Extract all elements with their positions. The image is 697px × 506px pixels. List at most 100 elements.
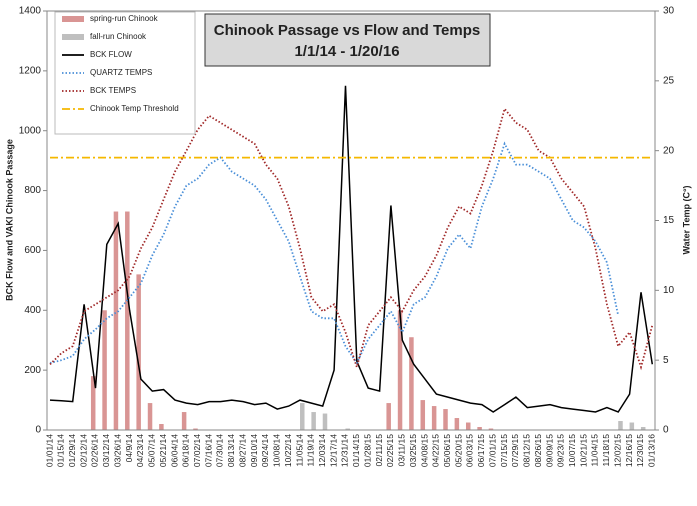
x-tick-label: 04/9/14 bbox=[124, 434, 134, 463]
y-tick-label: 800 bbox=[24, 185, 41, 196]
chart-subtitle: 1/1/14 - 1/20/16 bbox=[294, 43, 399, 60]
x-tick-label: 03/11/15 bbox=[397, 434, 407, 467]
line-series bbox=[49, 85, 654, 413]
x-tick-label: 01/28/15 bbox=[362, 434, 372, 467]
legend bbox=[54, 11, 196, 135]
x-tick-label: 10/22/14 bbox=[283, 434, 293, 467]
x-tick-label: 06/03/15 bbox=[465, 434, 475, 467]
x-tick-label: 12/31/14 bbox=[340, 434, 350, 467]
y-tick-label: 600 bbox=[24, 245, 41, 256]
legend-swatch bbox=[62, 16, 84, 22]
x-tick-label: 05/20/15 bbox=[453, 434, 463, 467]
bar bbox=[629, 422, 635, 430]
x-tick-label: 10/21/15 bbox=[578, 434, 588, 467]
x-tick-label: 05/07/14 bbox=[147, 434, 157, 467]
bar bbox=[181, 412, 187, 430]
line-series bbox=[49, 141, 620, 365]
bar bbox=[300, 403, 305, 430]
lines bbox=[49, 85, 654, 413]
x-tick-label: 07/30/14 bbox=[215, 434, 225, 467]
x-tick-label: 08/27/14 bbox=[237, 434, 247, 467]
x-tick-label: 10/08/14 bbox=[272, 434, 282, 467]
x-tick-label: 10/07/15 bbox=[567, 434, 577, 467]
x-tick-label: 08/13/14 bbox=[226, 434, 236, 467]
bar bbox=[125, 211, 130, 430]
bar bbox=[322, 413, 328, 430]
y-axis-title: BCK Flow and VAKI Chinook Passage bbox=[4, 139, 14, 301]
y-tick-label: 1200 bbox=[19, 65, 42, 76]
bar bbox=[136, 274, 141, 430]
y-tick-label: 1000 bbox=[19, 125, 42, 136]
bar bbox=[113, 211, 119, 430]
bar bbox=[409, 337, 414, 430]
legend-label: BCK FLOW bbox=[90, 50, 132, 59]
bar bbox=[147, 403, 153, 430]
x-tick-label: 11/04/15 bbox=[590, 434, 600, 467]
x-tick-label: 12/03/14 bbox=[317, 434, 327, 467]
title-box bbox=[204, 13, 491, 67]
line-series bbox=[49, 106, 654, 371]
x-tick-label: 03/12/14 bbox=[101, 434, 111, 467]
x-tick-label: 02/26/14 bbox=[90, 434, 100, 467]
bars bbox=[90, 211, 646, 430]
y-tick-label: 400 bbox=[24, 305, 41, 316]
x-tick-label: 05/21/14 bbox=[158, 434, 168, 467]
y2-tick-label: 15 bbox=[663, 215, 675, 226]
x-tick-label: 09/23/15 bbox=[556, 434, 566, 467]
x-tick-label: 04/08/15 bbox=[419, 434, 429, 467]
x-tick-label: 11/18/15 bbox=[601, 434, 611, 467]
x-tick-label: 06/18/14 bbox=[181, 434, 191, 467]
bar bbox=[311, 412, 316, 430]
legend-swatch bbox=[62, 34, 84, 40]
x-tick-label: 04/23/14 bbox=[135, 434, 145, 467]
y-tick-label: 1400 bbox=[19, 6, 42, 17]
x-tick-label: 12/16/15 bbox=[624, 434, 634, 467]
legend-label: QUARTZ TEMPS bbox=[90, 68, 152, 77]
x-tick-label: 01/29/14 bbox=[67, 434, 77, 467]
x-tick-label: 09/24/14 bbox=[260, 434, 270, 467]
y2-axis-title: Water Temp (C°) bbox=[681, 185, 691, 254]
legend-label: spring-run Chinook bbox=[90, 14, 159, 23]
x-tick-label: 07/15/15 bbox=[499, 434, 509, 467]
x-tick-label: 07/29/15 bbox=[510, 434, 520, 467]
x-tick-label: 12/02/15 bbox=[612, 434, 622, 467]
x-tick-label: 03/26/14 bbox=[112, 434, 122, 467]
y2-tick-label: 5 bbox=[663, 355, 669, 366]
bar bbox=[443, 409, 448, 430]
bar bbox=[465, 422, 471, 430]
bar bbox=[90, 376, 96, 430]
x-tick-label: 09/09/15 bbox=[544, 434, 554, 467]
x-tick-label: 11/19/14 bbox=[306, 434, 316, 467]
grid: 0 200 400 600 800 1000 1200 1400 0 5 10 15 20 25 30 01/… bbox=[19, 6, 675, 467]
x-tick-label: 02/11/15 bbox=[374, 434, 384, 467]
x-tick-label: 02/12/14 bbox=[78, 434, 88, 467]
x-tick-label: 05/06/15 bbox=[442, 434, 452, 467]
y-tick-label: 200 bbox=[24, 365, 41, 376]
x-tick-label: 12/30/15 bbox=[635, 434, 645, 467]
bar bbox=[397, 310, 403, 430]
x-tick-label: 06/04/14 bbox=[169, 434, 179, 467]
x-tick-label: 08/26/15 bbox=[533, 434, 543, 467]
x-tick-label: 01/15/14 bbox=[56, 434, 66, 467]
bar bbox=[102, 310, 107, 430]
y-tick-label: 0 bbox=[35, 425, 41, 436]
y2-tick-label: 30 bbox=[663, 6, 675, 17]
x-tick-label: 07/02/14 bbox=[192, 434, 202, 467]
legend-label: Chinook Temp Threshold bbox=[90, 104, 179, 113]
chart-title: Chinook Passage vs Flow and Temps bbox=[214, 22, 480, 39]
bar bbox=[477, 427, 482, 430]
x-tick-label: 11/05/14 bbox=[294, 434, 304, 467]
bar bbox=[386, 403, 391, 430]
plot-frame bbox=[46, 10, 656, 431]
bar bbox=[431, 406, 437, 430]
x-tick-label: 08/12/15 bbox=[522, 434, 532, 467]
bar bbox=[193, 428, 198, 430]
bar bbox=[488, 428, 494, 430]
x-tick-label: 12/17/14 bbox=[328, 434, 338, 467]
x-tick-label: 07/16/14 bbox=[203, 434, 213, 467]
x-tick-label: 06/17/15 bbox=[476, 434, 486, 467]
bar bbox=[159, 424, 164, 430]
y2-tick-label: 0 bbox=[663, 425, 669, 436]
y2-tick-label: 25 bbox=[663, 75, 675, 86]
